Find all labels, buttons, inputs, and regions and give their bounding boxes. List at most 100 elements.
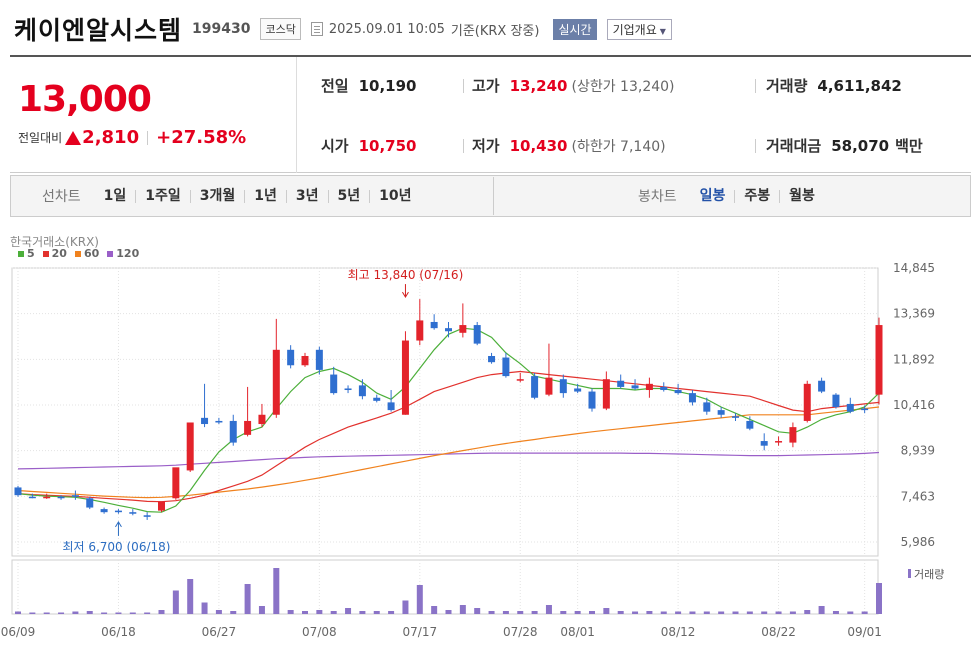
change-percent: +27.58% bbox=[156, 127, 247, 148]
volume-bar bbox=[302, 611, 308, 614]
price-plot-frame bbox=[11, 267, 879, 557]
volume-bar bbox=[632, 611, 639, 614]
trade-value: 거래대금 58,070 백만 bbox=[766, 135, 923, 156]
candle-body bbox=[143, 515, 151, 517]
candle-chart-heading: 봉차트 bbox=[638, 189, 677, 205]
candle-body bbox=[818, 380, 826, 392]
volume-bar bbox=[316, 610, 323, 614]
volume-bar bbox=[129, 612, 136, 614]
volume-bar bbox=[545, 605, 552, 614]
candle-body bbox=[86, 498, 94, 508]
candle-body bbox=[28, 496, 36, 499]
candle-body bbox=[387, 402, 395, 411]
candle-body bbox=[775, 441, 783, 443]
tab-5y[interactable]: 5년 bbox=[327, 189, 370, 203]
tab-3y[interactable]: 3년 bbox=[285, 189, 328, 203]
trade-value-label: 거래대금 bbox=[766, 137, 822, 155]
candle-body bbox=[645, 383, 653, 391]
volume-bar bbox=[589, 611, 595, 614]
candle-body bbox=[617, 380, 625, 387]
volume-bar bbox=[718, 611, 725, 614]
line-chart-heading: 선차트 bbox=[42, 189, 81, 205]
realtime-button[interactable]: 실시간 bbox=[553, 18, 597, 40]
candle-body bbox=[846, 403, 854, 412]
volume-bar bbox=[861, 611, 868, 614]
volume-bar bbox=[502, 611, 509, 614]
candle-body bbox=[502, 357, 510, 377]
candle-body bbox=[803, 383, 811, 421]
volume-bar bbox=[445, 610, 452, 614]
y-tick-label: 14,845 bbox=[893, 261, 935, 275]
volume-legend-swatch bbox=[908, 569, 911, 578]
document-icon bbox=[310, 22, 323, 36]
candle-body bbox=[186, 422, 194, 471]
divider bbox=[755, 79, 756, 93]
volume-bar bbox=[531, 611, 538, 614]
volume-bar bbox=[58, 612, 65, 614]
volume-bar bbox=[789, 611, 796, 614]
tab-1y[interactable]: 1년 bbox=[244, 189, 286, 203]
candle-body bbox=[57, 496, 65, 499]
candle-body bbox=[574, 388, 582, 392]
tab-daily[interactable]: 일봉 bbox=[699, 187, 726, 204]
volume-bar bbox=[416, 585, 423, 614]
tab-3m[interactable]: 3개월 bbox=[189, 189, 245, 203]
candle-body bbox=[358, 385, 366, 397]
tab-1w[interactable]: 1주일 bbox=[135, 189, 190, 203]
tab-monthly[interactable]: 월봉 bbox=[779, 189, 824, 203]
legend-ma20-label: 20 bbox=[51, 247, 67, 260]
change-amount: 2,810 bbox=[82, 127, 140, 148]
candle-body bbox=[344, 388, 352, 391]
candle-body bbox=[602, 379, 610, 409]
stock-code: 199430 bbox=[192, 21, 251, 37]
volume-bar bbox=[330, 611, 337, 614]
candle-body bbox=[129, 512, 137, 514]
volume-bar bbox=[258, 606, 265, 614]
y-tick-label: 8,939 bbox=[901, 444, 935, 458]
legend-ma20: 20 bbox=[42, 247, 67, 260]
low-price: 저가 10,430 (하한가 7,140) bbox=[472, 135, 666, 156]
company-overview-label: 기업개요 bbox=[612, 22, 657, 37]
volume-bar bbox=[345, 608, 352, 614]
legend-swatch bbox=[18, 250, 24, 257]
candle-body bbox=[559, 379, 567, 394]
legend-ma60: 60 bbox=[74, 247, 100, 260]
candle-body bbox=[732, 416, 739, 418]
candle-body bbox=[272, 349, 280, 415]
candle-body bbox=[373, 397, 381, 401]
legend-ma5: 5 bbox=[18, 247, 35, 260]
legend-ma120: 120 bbox=[107, 247, 139, 260]
x-tick-label: 07/08 bbox=[302, 625, 337, 639]
arrow-up-icon bbox=[115, 520, 122, 528]
tab-1d[interactable]: 1일 bbox=[103, 187, 127, 204]
company-overview-dropdown[interactable]: 기업개요 ▼ bbox=[606, 18, 672, 40]
legend-ma120-label: 120 bbox=[116, 247, 140, 260]
candle-body bbox=[688, 393, 696, 403]
candle-body bbox=[244, 420, 252, 435]
candle-body bbox=[832, 394, 840, 408]
low-annotation: 최저 6,700 (06/18) bbox=[62, 540, 170, 554]
candle-body bbox=[459, 325, 467, 333]
candle-body bbox=[789, 427, 797, 443]
high-price: 고가 13,240 (상한가 13,240) bbox=[472, 75, 675, 96]
legend-ma60-label: 60 bbox=[83, 247, 100, 260]
open-price: 시가 10,750 bbox=[321, 135, 417, 156]
ma-legend: 5 20 60 120 bbox=[18, 247, 139, 260]
volume-bar bbox=[847, 611, 854, 614]
x-tick-label: 08/01 bbox=[560, 625, 595, 639]
legend-swatch bbox=[74, 250, 81, 257]
candle-body bbox=[401, 340, 409, 415]
price-panel: 13,000 전일대비 2,810 +27.58% bbox=[10, 57, 297, 173]
tab-weekly[interactable]: 주봉 bbox=[734, 189, 779, 203]
line-chart-tabs: 선차트 1일 1주일 3개월 1년 3년 5년 10년 bbox=[12, 177, 492, 215]
tab-10y[interactable]: 10년 bbox=[369, 189, 420, 203]
volume-bar bbox=[215, 610, 222, 614]
lower-limit: (하한가 7,140) bbox=[571, 138, 666, 155]
volume-bar bbox=[86, 611, 93, 614]
volume-bar bbox=[244, 584, 251, 614]
candle-body bbox=[473, 325, 481, 344]
volume-bar bbox=[517, 611, 524, 614]
legend-swatch bbox=[107, 250, 114, 257]
volume-bar bbox=[746, 611, 753, 614]
volume-bar bbox=[876, 583, 882, 614]
